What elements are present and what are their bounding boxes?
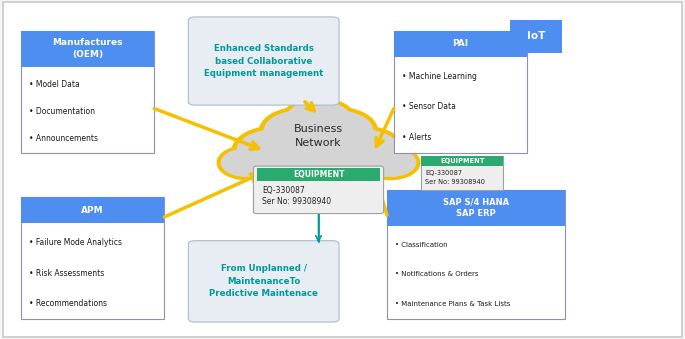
FancyBboxPatch shape [387,190,565,226]
Text: • Classification: • Classification [395,242,448,248]
Text: Business
Network: Business Network [294,124,343,147]
Text: IoT: IoT [527,32,545,41]
Ellipse shape [365,149,416,177]
FancyBboxPatch shape [188,17,339,105]
Ellipse shape [364,148,416,177]
Ellipse shape [286,101,351,136]
Text: • Sensor Data: • Sensor Data [402,102,456,112]
Text: • Recommendations: • Recommendations [29,299,107,308]
Text: SAP ERP: SAP ERP [456,210,496,218]
Ellipse shape [286,101,351,136]
FancyBboxPatch shape [394,31,527,153]
Text: • Alerts: • Alerts [402,133,432,142]
Ellipse shape [319,129,400,173]
Text: Ser No: 99308940: Ser No: 99308940 [425,179,486,185]
FancyBboxPatch shape [21,197,164,319]
Ellipse shape [319,129,401,173]
Ellipse shape [236,129,319,173]
FancyBboxPatch shape [3,2,682,337]
FancyBboxPatch shape [188,241,339,322]
Text: From Unplanned /
MaintenanceTo
Predictive Maintenace: From Unplanned / MaintenanceTo Predictiv… [210,264,318,298]
FancyBboxPatch shape [21,31,154,67]
Ellipse shape [264,134,373,192]
FancyBboxPatch shape [421,156,503,190]
Text: • Documentation: • Documentation [29,107,95,116]
Text: PAI: PAI [453,39,469,48]
FancyBboxPatch shape [257,168,380,181]
FancyBboxPatch shape [510,20,562,53]
FancyBboxPatch shape [421,156,503,166]
Text: • Maintenance Plans & Task Lists: • Maintenance Plans & Task Lists [395,301,510,307]
FancyBboxPatch shape [394,31,527,57]
Ellipse shape [299,111,373,151]
Text: Manufactures: Manufactures [52,38,123,47]
Text: EQ-330087: EQ-330087 [262,186,305,195]
Text: Enhanced Standards
based Collaborative
Equipment management: Enhanced Standards based Collaborative E… [204,44,323,78]
Text: Ser No: 99308940: Ser No: 99308940 [262,197,332,206]
Text: • Risk Assessments: • Risk Assessments [29,268,104,278]
Ellipse shape [298,110,373,151]
FancyBboxPatch shape [21,31,154,153]
Ellipse shape [237,129,318,173]
Text: SAP S/4 HANA: SAP S/4 HANA [443,197,509,206]
Text: APM: APM [81,205,104,215]
Text: • Announcements: • Announcements [29,135,98,143]
Text: • Notifications & Orders: • Notifications & Orders [395,271,479,277]
Text: EQ-330087: EQ-330087 [425,170,462,176]
Text: • Failure Mode Analytics: • Failure Mode Analytics [29,238,122,247]
Text: EQUIPMENT: EQUIPMENT [292,170,345,179]
FancyBboxPatch shape [253,166,384,214]
FancyBboxPatch shape [21,197,164,223]
Text: • Model Data: • Model Data [29,80,79,89]
Ellipse shape [262,133,375,193]
Text: (OEM): (OEM) [72,51,103,59]
Ellipse shape [221,148,273,177]
FancyBboxPatch shape [387,190,565,319]
Ellipse shape [221,149,272,177]
Ellipse shape [264,110,339,151]
Text: EQUIPMENT: EQUIPMENT [440,158,484,164]
Text: • Machine Learning: • Machine Learning [402,72,477,81]
Ellipse shape [264,111,338,151]
